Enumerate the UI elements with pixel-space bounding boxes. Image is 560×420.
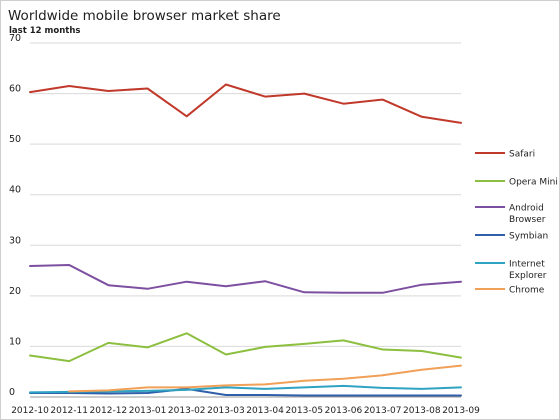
y-tick-label: 70 bbox=[9, 33, 21, 44]
legend-label: Safari bbox=[509, 150, 535, 160]
y-tick-label: 60 bbox=[9, 84, 21, 95]
x-tick-label: 2013-01 bbox=[129, 406, 167, 416]
x-tick-label: 2013-07 bbox=[364, 406, 402, 416]
x-tick-label: 2013-09 bbox=[442, 406, 480, 416]
y-tick-label: 30 bbox=[9, 235, 21, 246]
chart-title: Worldwide mobile browser market share bbox=[8, 8, 281, 24]
y-tick-label: 0 bbox=[9, 387, 15, 398]
x-tick-label: 2013-05 bbox=[285, 406, 323, 416]
legend-label: Symbian bbox=[509, 232, 548, 242]
series-line-chrome bbox=[68, 364, 462, 393]
legend-label: Browser bbox=[509, 215, 546, 225]
x-tick-label: 2012-11 bbox=[50, 406, 88, 416]
y-tick-label: 20 bbox=[9, 286, 21, 297]
y-tick-label: 50 bbox=[9, 134, 21, 145]
x-tick-label: 2013-03 bbox=[207, 406, 245, 416]
y-tick-label: 40 bbox=[9, 185, 21, 196]
legend-label: Android bbox=[509, 204, 544, 214]
x-tick-label: 2012-12 bbox=[90, 406, 128, 416]
series-line-symbian bbox=[29, 387, 462, 397]
legend-label: Internet bbox=[509, 260, 545, 270]
legend-label: Explorer bbox=[509, 271, 547, 281]
x-tick-label: 2013-02 bbox=[168, 406, 206, 416]
x-tick-label: 2013-06 bbox=[325, 406, 363, 416]
chart-subtitle: last 12 months bbox=[9, 26, 81, 36]
y-tick-label: 10 bbox=[9, 336, 21, 347]
x-tick-label: 2012-10 bbox=[11, 406, 49, 416]
legend-label: Opera Mini bbox=[509, 178, 558, 188]
series-line-android-browser bbox=[29, 264, 462, 294]
legend-label: Chrome bbox=[509, 286, 545, 296]
series-line-safari bbox=[29, 83, 462, 124]
series-line-opera-mini bbox=[29, 332, 462, 363]
x-tick-label: 2013-08 bbox=[403, 406, 441, 416]
x-tick-label: 2013-04 bbox=[246, 406, 284, 416]
